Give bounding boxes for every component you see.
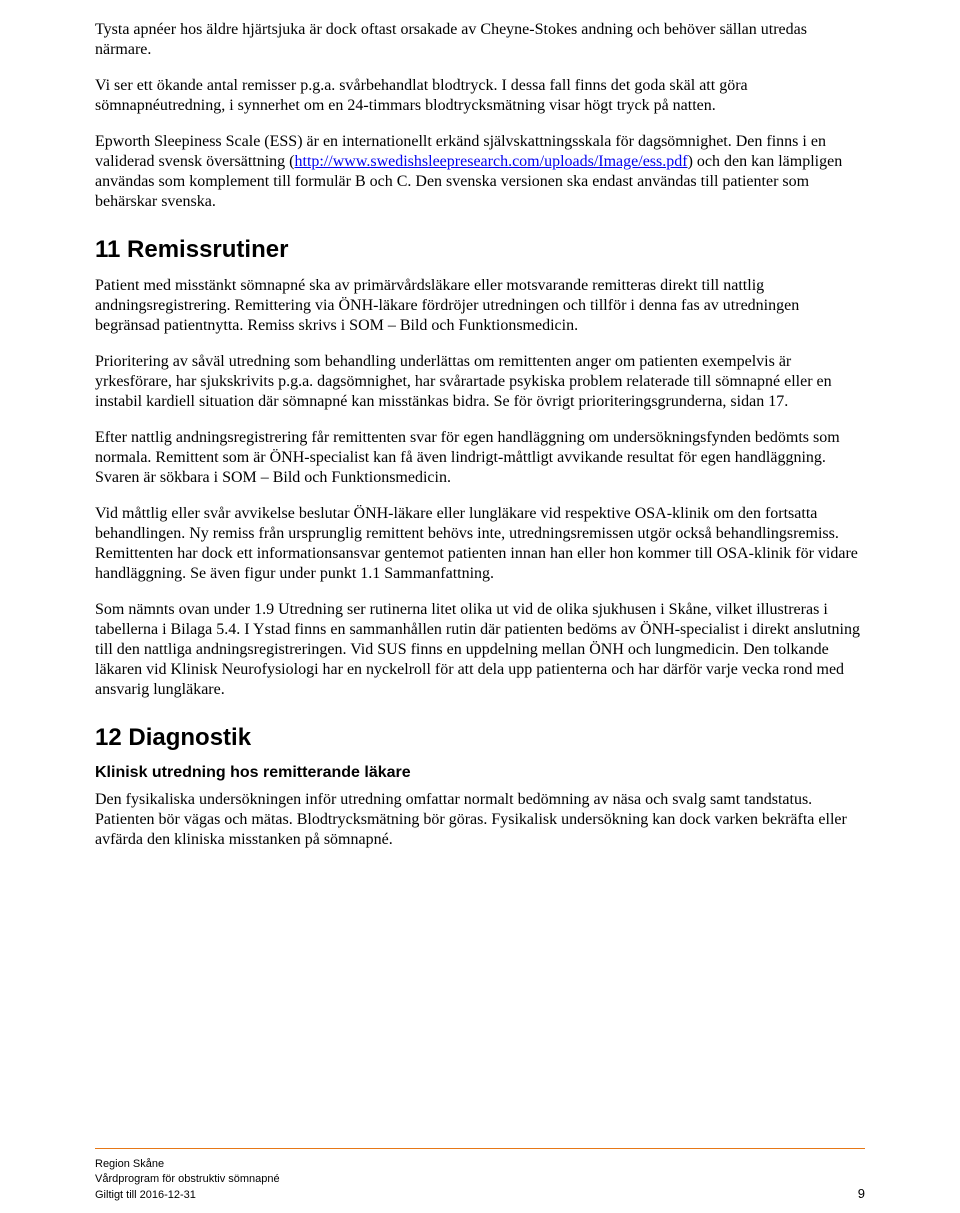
paragraph-6: Prioritering av såväl utredning som beha… (95, 352, 865, 412)
paragraph-7: Efter nattlig andningsregistrering får r… (95, 428, 865, 488)
paragraph-9: Som nämnts ovan under 1.9 Utredning ser … (95, 600, 865, 700)
paragraph-1: Tysta apnéer hos äldre hjärtsjuka är doc… (95, 20, 865, 60)
paragraph-8: Vid måttlig eller svår avvikelse besluta… (95, 504, 865, 584)
paragraph-5: Patient med misstänkt sömnapné ska av pr… (95, 276, 865, 336)
footer-doc: Vårdprogram för obstruktiv sömnapné (95, 1172, 280, 1187)
footer-page-number: 9 (858, 1185, 865, 1203)
heading-12: 12 Diagnostik (95, 724, 865, 752)
heading-11: 11 Remissrutiner (95, 236, 865, 264)
page-footer: Region Skåne Vårdprogram för obstruktiv … (95, 1148, 865, 1203)
paragraph-10: Den fysikaliska undersökningen inför utr… (95, 790, 865, 850)
footer-row: Region Skåne Vårdprogram för obstruktiv … (95, 1157, 865, 1203)
footer-valid: Giltigt till 2016-12-31 (95, 1188, 280, 1203)
heading-12-sub: Klinisk utredning hos remitterande läkar… (95, 764, 865, 782)
paragraph-2-3: Vi ser ett ökande antal remisser p.g.a. … (95, 76, 865, 116)
footer-left: Region Skåne Vårdprogram för obstruktiv … (95, 1157, 280, 1203)
ess-link[interactable]: http://www.swedishsleepresearch.com/uplo… (295, 153, 688, 170)
footer-divider (95, 1148, 865, 1149)
paragraph-4: Epworth Sleepiness Scale (ESS) är en int… (95, 132, 865, 212)
footer-org: Region Skåne (95, 1157, 280, 1172)
text-span: Vi ser ett ökande antal remisser p.g.a. … (95, 77, 497, 94)
